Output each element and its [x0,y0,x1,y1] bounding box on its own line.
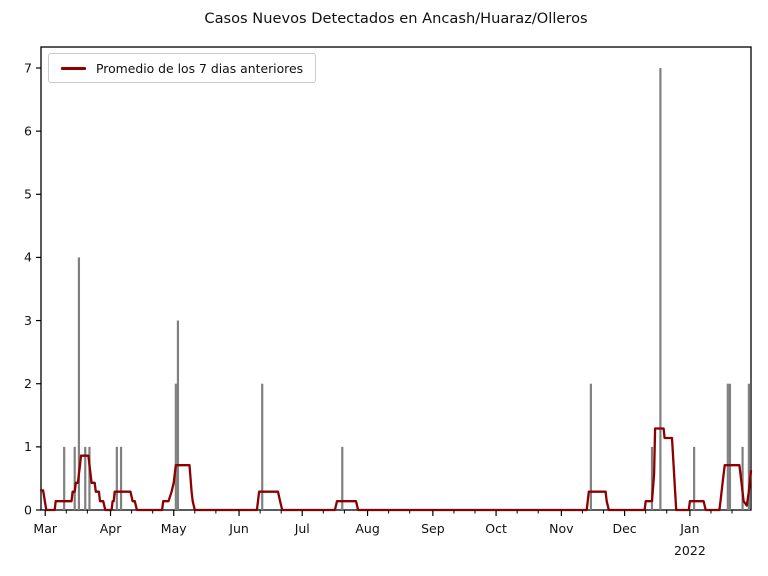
daily-cases-bar [261,383,264,510]
x-tick-label: Oct [485,521,507,536]
daily-cases-bar [115,446,118,510]
y-tick-label: 4 [24,250,32,265]
x-tick-label: Jun [228,521,249,536]
x-axis-year-label: 2022 [674,543,706,558]
daily-cases-bar [726,383,729,510]
y-tick-label: 5 [24,187,32,202]
legend-line-icon [61,66,86,70]
x-tick-label: Dec [612,521,636,536]
daily-cases-bar [747,383,750,510]
daily-cases-bar [728,383,732,510]
chart-title: Casos Nuevos Detectados en Ancash/Huaraz… [204,10,588,27]
daily-cases-bar [176,320,180,510]
x-tick-label: Sep [421,521,445,536]
x-tick-label: Apr [100,521,122,536]
x-tick-label: May [161,521,187,536]
y-tick-label: 0 [24,502,32,517]
daily-cases-bar [741,446,744,510]
x-tick-label: Nov [549,521,574,536]
daily-cases-bar [77,257,81,510]
x-tick-label: Mar [33,521,57,536]
y-tick-label: 2 [24,376,32,391]
daily-cases-bar [659,68,662,510]
daily-cases-bar [119,446,123,510]
daily-cases-bar [650,446,654,510]
y-tick-label: 7 [24,60,32,75]
legend: Promedio de los 7 dias anteriores [48,53,317,83]
y-tick-label: 3 [24,313,32,328]
daily-cases-bar [88,446,91,510]
daily-cases-bar [589,383,592,510]
y-tick-label: 1 [24,439,32,454]
y-tick-label: 6 [24,123,32,138]
x-tick-label: Jan [679,521,699,536]
daily-cases-bar [73,446,76,510]
daily-cases-bar [84,446,87,510]
average-line [39,427,753,512]
daily-cases-bar [63,446,66,510]
daily-cases-bar [693,446,696,510]
x-tick-label: Jul [294,521,310,536]
legend-label: Promedio de los 7 dias anteriores [96,60,304,76]
x-tick-label: Aug [355,521,379,536]
daily-cases-bar [174,383,177,510]
axes-spines [40,46,752,511]
daily-cases-bar [341,446,344,510]
